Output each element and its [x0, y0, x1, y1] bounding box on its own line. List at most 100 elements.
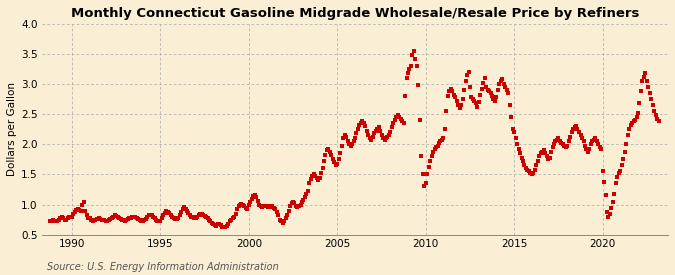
Point	[93, 216, 104, 221]
Point	[103, 218, 114, 222]
Point	[569, 125, 580, 130]
Point	[545, 149, 556, 154]
Point	[199, 214, 210, 218]
Point	[406, 64, 416, 68]
Point	[487, 94, 497, 98]
Point	[610, 181, 621, 186]
Point	[516, 155, 527, 160]
Point	[495, 79, 506, 83]
Point	[513, 147, 524, 151]
Point	[263, 205, 273, 209]
Point	[528, 171, 539, 175]
Point	[556, 141, 567, 145]
Point	[535, 151, 546, 156]
Point	[523, 169, 534, 174]
Point	[520, 166, 531, 170]
Point	[460, 79, 471, 83]
Point	[49, 219, 59, 223]
Point	[107, 216, 117, 220]
Point	[572, 127, 583, 131]
Point	[132, 216, 142, 221]
Point	[265, 204, 276, 208]
Point	[600, 193, 611, 198]
Point	[386, 125, 397, 130]
Point	[401, 76, 412, 80]
Y-axis label: Dollars per Gallon: Dollars per Gallon	[7, 82, 17, 176]
Point	[292, 205, 303, 209]
Point	[560, 145, 571, 150]
Point	[414, 118, 425, 122]
Point	[99, 218, 110, 222]
Point	[72, 207, 83, 211]
Point	[481, 85, 491, 89]
Point	[426, 154, 437, 159]
Point	[397, 119, 408, 124]
Point	[554, 139, 565, 144]
Point	[74, 208, 85, 212]
Point	[225, 217, 236, 222]
Point	[146, 213, 157, 218]
Point	[232, 207, 242, 211]
Point	[86, 218, 97, 222]
Point	[389, 118, 400, 122]
Point	[121, 218, 132, 222]
Point	[469, 99, 480, 103]
Point	[519, 163, 530, 167]
Point	[190, 216, 201, 220]
Point	[383, 133, 394, 138]
Point	[233, 204, 244, 208]
Point	[251, 195, 262, 199]
Point	[144, 213, 155, 217]
Point	[208, 222, 219, 227]
Point	[563, 139, 574, 144]
Point	[470, 101, 481, 106]
Point	[558, 142, 568, 147]
Point	[186, 214, 197, 219]
Point	[70, 210, 80, 214]
Point	[109, 213, 120, 218]
Point	[143, 213, 154, 218]
Point	[350, 136, 360, 141]
Point	[288, 200, 298, 204]
Point	[177, 207, 188, 211]
Point	[502, 88, 512, 92]
Point	[404, 67, 415, 71]
Point	[65, 215, 76, 219]
Point	[68, 212, 79, 216]
Point	[494, 82, 505, 86]
Point	[525, 171, 536, 175]
Point	[63, 214, 74, 219]
Point	[218, 225, 229, 230]
Point	[280, 216, 291, 221]
Point	[174, 213, 185, 217]
Point	[319, 159, 329, 163]
Point	[547, 145, 558, 150]
Point	[651, 117, 662, 121]
Point	[291, 204, 302, 208]
Point	[118, 218, 129, 222]
Point	[628, 119, 639, 124]
Point	[286, 200, 297, 205]
Point	[421, 181, 431, 186]
Point	[195, 211, 206, 216]
Point	[575, 133, 586, 138]
Point	[321, 148, 332, 153]
Point	[196, 212, 207, 216]
Point	[466, 95, 477, 100]
Point	[601, 210, 612, 214]
Point	[428, 149, 439, 154]
Point	[256, 205, 267, 209]
Point	[614, 171, 624, 175]
Point	[200, 215, 211, 219]
Point	[205, 219, 216, 224]
Point	[61, 218, 72, 222]
Point	[304, 181, 315, 186]
Point	[58, 216, 69, 220]
Point	[47, 218, 58, 222]
Point	[313, 178, 323, 183]
Point	[223, 222, 234, 226]
Point	[204, 217, 215, 222]
Point	[360, 124, 371, 128]
Point	[439, 127, 450, 131]
Point	[408, 49, 419, 53]
